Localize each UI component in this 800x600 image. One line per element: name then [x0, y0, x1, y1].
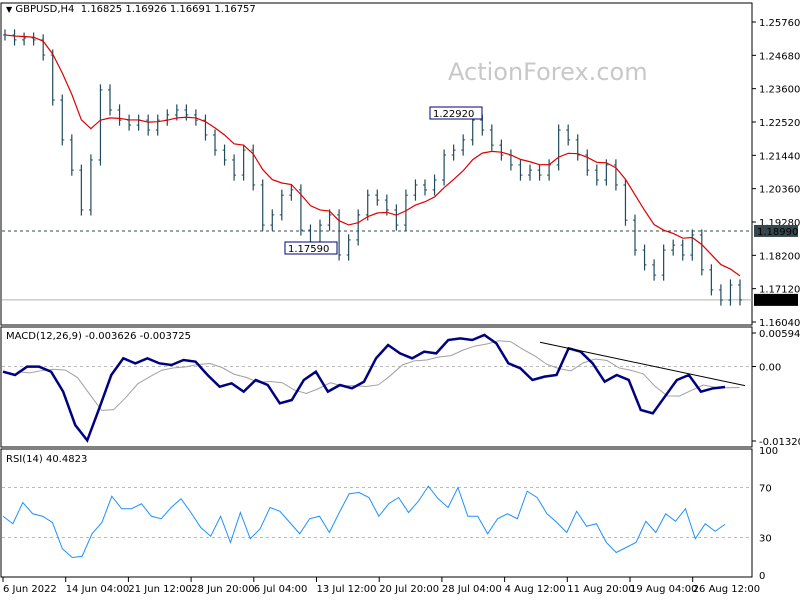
current-price-box	[754, 293, 798, 306]
macd-tick-label: -0.013207	[759, 437, 800, 448]
rsi-tick-label: 70	[759, 484, 772, 495]
price-panel	[0, 2, 753, 326]
time-tick-label: 6 Jul 04:00	[254, 584, 308, 595]
rsi-title: RSI(14) 40.4823	[6, 454, 88, 465]
time-tick-label: 20 Jul 20:00	[379, 584, 439, 595]
ohlc-close: 1.16757	[214, 4, 256, 15]
price-tick-label: 1.24680	[759, 51, 800, 62]
macd-panel	[0, 326, 753, 448]
time-tick-label: 19 Aug 04:00	[630, 584, 697, 595]
macd-trendline	[539, 341, 746, 387]
rsi-tick-label: 30	[759, 534, 772, 545]
price-tick-label: 1.25760	[759, 18, 800, 29]
price-tick-label: 1.16040	[759, 318, 800, 329]
macd-title: MACD(12,26,9) -0.003626 -0.003725	[6, 331, 191, 342]
macd-line	[2, 333, 726, 443]
rsi-panel	[0, 448, 753, 578]
rsi-tick-label: 100	[759, 446, 778, 457]
watermark: ActionForex.com	[448, 58, 648, 86]
macd-tick-label: 0.005941	[759, 329, 800, 340]
macd-signal-line	[17, 340, 740, 411]
price-tick-label: 1.21440	[759, 151, 800, 162]
time-tick-label: 28 Jun 20:00	[191, 584, 255, 595]
ohlc-high: 1.16926	[125, 4, 167, 15]
rsi-tick-label: 0	[759, 571, 765, 582]
level-box	[754, 224, 798, 237]
time-tick-label: 13 Jul 12:00	[317, 584, 377, 595]
symbol-header[interactable]: ▼ GBPUSD,H4 1.16825 1.16926 1.16691 1.16…	[6, 4, 256, 15]
price-tick-label: 1.22520	[759, 118, 800, 129]
time-tick-label: 6 Jun 2022	[3, 584, 57, 595]
price-annotation-label: 1.17590	[288, 244, 329, 255]
ohlc-low: 1.16691	[169, 4, 212, 15]
time-tick-label: 11 Aug 20:00	[567, 584, 634, 595]
price-tick-label: 1.23600	[759, 85, 800, 96]
symbol-label: GBPUSD,H4	[15, 4, 75, 15]
time-tick-label: 4 Aug 12:00	[505, 584, 566, 595]
price-tick-label: 1.17120	[759, 285, 800, 296]
price-annotation-label: 1.22920	[433, 109, 474, 120]
current-price-label: 1.16757	[757, 296, 798, 307]
dropdown-triangle-icon[interactable]: ▼	[6, 5, 13, 14]
macd-tick-label: 0.00	[759, 363, 781, 374]
time-tick-label: 21 Jun 12:00	[128, 584, 192, 595]
rsi-line	[2, 485, 726, 559]
level-label: 1.18990	[757, 227, 798, 238]
time-tick-label: 14 Jun 04:00	[66, 584, 130, 595]
time-tick-label: 26 Aug 12:00	[693, 584, 760, 595]
price-tick-label: 1.19280	[759, 218, 800, 229]
price-annotation-box	[429, 106, 483, 120]
price-tick-label: 1.18200	[759, 251, 800, 262]
moving-average-line	[4, 34, 741, 277]
time-tick-label: 28 Jul 04:00	[442, 584, 502, 595]
ohlc-open: 1.16825	[80, 4, 123, 15]
price-tick-label: 1.20360	[759, 185, 800, 196]
price-annotation-box	[284, 241, 338, 255]
